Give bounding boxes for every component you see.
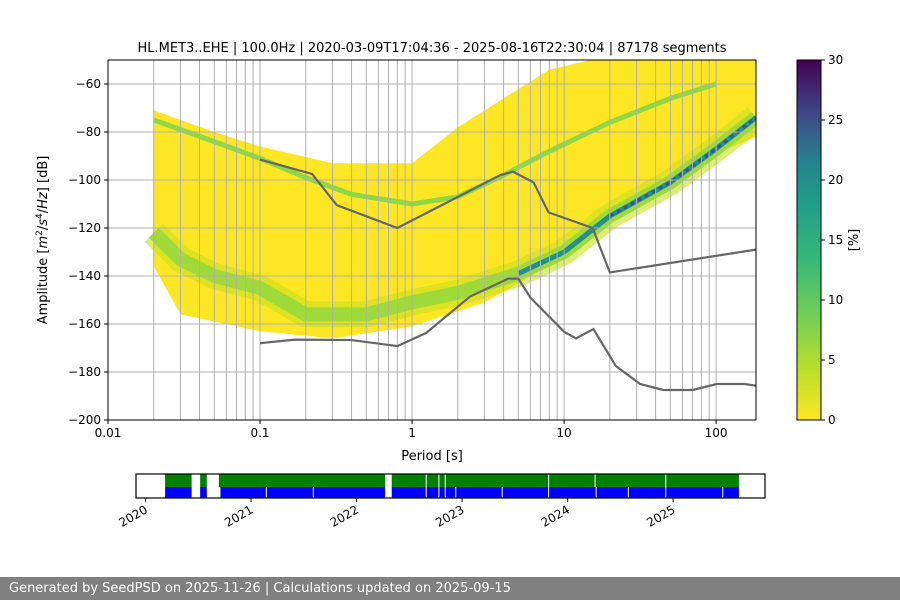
y-axis-label-part: Amplitude [ xyxy=(36,249,51,325)
coverage-frame xyxy=(135,473,766,499)
psd-plot-area: 0.01 0.1 1 10 100 −60 −80 −100 −120 −140 −160 −180 −… xyxy=(68,59,757,440)
x-tick-label: 1 xyxy=(408,426,416,440)
year-tick-label: 2024 xyxy=(539,502,572,529)
colorbar-tick-label: 20 xyxy=(828,173,843,187)
ppsd-figure: HL.MET3..EHE | 100.0Hz | 2020-03-09T17:0… xyxy=(35,41,862,530)
coverage-blue-bar xyxy=(165,487,739,498)
x-tick-label: 10 xyxy=(556,426,571,440)
plot-frame xyxy=(107,59,757,421)
y-axis-label-part: 4 xyxy=(35,213,45,219)
x-tick-label: 100 xyxy=(705,426,728,440)
colorbar-tick-label: 30 xyxy=(828,53,843,67)
colorbar-tick-label: 5 xyxy=(828,353,836,367)
y-axis-label-part: Hz xyxy=(36,191,51,209)
y-tick-label: −120 xyxy=(68,221,101,235)
y-axis-label-part: / xyxy=(36,208,51,213)
colorbar-gradient xyxy=(796,59,822,421)
y-axis-label-part: 2 xyxy=(35,230,45,236)
coverage-gap xyxy=(385,487,392,498)
chart-title: HL.MET3..EHE | 100.0Hz | 2020-03-09T17:0… xyxy=(138,41,727,56)
y-axis-label-part: / xyxy=(36,225,51,230)
x-tick-label: 0.1 xyxy=(250,426,269,440)
colorbar-tick-label: 15 xyxy=(828,233,843,247)
year-tick-label: 2023 xyxy=(433,502,466,529)
nhnm-curve xyxy=(259,158,756,274)
y-tick-label: −60 xyxy=(76,77,101,91)
nlnm-curve xyxy=(259,277,756,392)
colorbar: 0 5 10 15 20 25 30 xyxy=(796,53,843,427)
colorbar-label: [%] xyxy=(847,229,862,252)
data-coverage-timeline: 2020 2021 2022 2023 2024 2025 xyxy=(117,473,766,530)
coverage-gap xyxy=(191,487,201,498)
y-tick-label: −100 xyxy=(68,173,101,187)
y-tick-label: −200 xyxy=(68,413,101,427)
y-tick-label: −140 xyxy=(68,269,101,283)
y-axis-label-part: m xyxy=(36,236,51,249)
coverage-gap xyxy=(206,487,221,498)
coverage-gap xyxy=(385,474,392,487)
y-axis-label-part: ] [dB] xyxy=(36,156,51,193)
y-tick-label: −180 xyxy=(68,365,101,379)
coverage-gap xyxy=(206,474,219,487)
year-tick-label: 2022 xyxy=(328,502,361,529)
y-tick-label: −160 xyxy=(68,317,101,331)
plot-content xyxy=(108,60,756,420)
x-axis-label: Period [s] xyxy=(401,449,463,464)
y-axis-label-part: s xyxy=(36,219,51,226)
footer-text: Generated by SeedPSD on 2025-11-26 | Cal… xyxy=(0,577,900,600)
psd-upper-mode xyxy=(152,81,717,207)
x-tick-label: 0.01 xyxy=(95,426,122,440)
colorbar-tick-label: 10 xyxy=(828,293,843,307)
year-tick-label: 2020 xyxy=(117,502,150,529)
colorbar-tick-label: 0 xyxy=(828,413,836,427)
coverage-gap xyxy=(191,474,201,487)
coverage-green-bar xyxy=(165,474,739,487)
year-tick-label: 2021 xyxy=(222,502,255,529)
psd-mode-peak xyxy=(609,116,756,218)
colorbar-tick-label: 25 xyxy=(828,113,843,127)
year-tick-label: 2025 xyxy=(644,502,677,529)
y-axis-label: Amplitude [m2/s4/Hz] [dB] xyxy=(35,156,51,325)
y-tick-label: −80 xyxy=(76,125,101,139)
